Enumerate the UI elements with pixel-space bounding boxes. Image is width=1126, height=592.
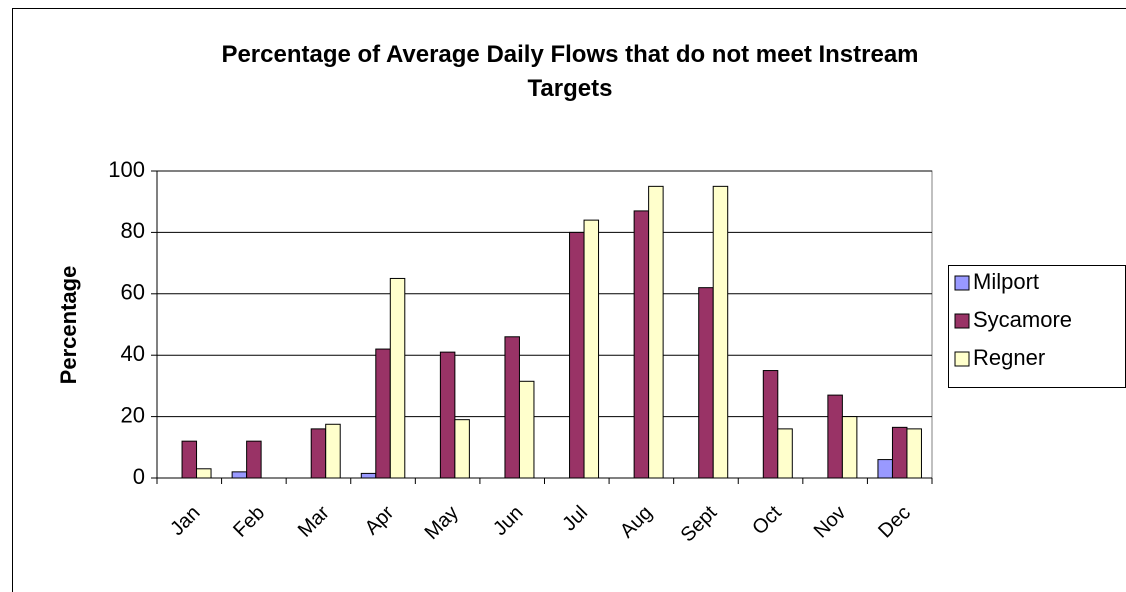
plot-area: [156, 170, 933, 479]
legend-label: Sycamore: [973, 307, 1072, 332]
y-axis-title: Percentage: [56, 266, 81, 385]
bar: [583, 219, 600, 479]
y-tick-label: 20: [121, 402, 145, 427]
legend-swatch: [954, 275, 970, 291]
bar: [906, 428, 922, 479]
bar: [841, 416, 858, 479]
bar: [325, 423, 341, 479]
bar: [196, 468, 212, 479]
bar: [877, 459, 893, 479]
bar: [389, 277, 406, 479]
y-tick-label: 100: [108, 157, 145, 182]
bar: [375, 348, 391, 479]
y-tick-label: 40: [121, 341, 145, 366]
y-tick-label: 0: [133, 464, 145, 489]
bar: [518, 380, 535, 479]
bar: [777, 428, 793, 479]
bar: [827, 394, 843, 479]
bar: [231, 471, 248, 479]
bar: [698, 287, 714, 479]
legend-swatch: [954, 313, 970, 329]
bar: [891, 426, 908, 479]
legend-label: Milport: [973, 269, 1039, 294]
y-tick-label: 80: [121, 218, 145, 243]
bar: [712, 185, 729, 479]
y-tick-label: 60: [121, 280, 145, 305]
legend-label: Regner: [973, 345, 1045, 370]
chart-title: Percentage of Average Daily Flows that d…: [221, 41, 919, 102]
bar: [454, 419, 470, 479]
bar: [633, 210, 650, 479]
bar: [310, 428, 327, 479]
bar: [762, 370, 779, 479]
bar: [648, 185, 664, 479]
bar: [569, 231, 585, 479]
bar: [360, 472, 377, 479]
bar: [181, 440, 198, 479]
bar: [439, 351, 456, 479]
legend-swatch: [954, 351, 970, 367]
bar: [504, 336, 520, 479]
bar: [246, 440, 262, 479]
